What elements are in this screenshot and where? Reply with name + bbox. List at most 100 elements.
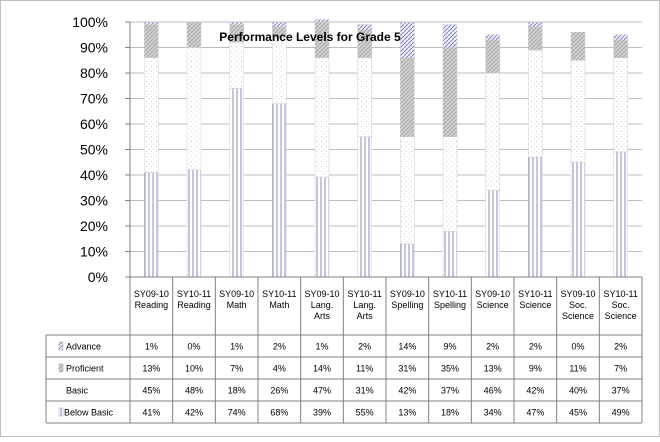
bar-basic xyxy=(485,72,500,191)
data-value-basic: 46% xyxy=(484,386,502,396)
data-value-below-basic: 49% xyxy=(612,408,630,418)
bar-below-basic xyxy=(272,103,287,278)
y-tick-label: 30% xyxy=(80,193,108,209)
category-label-line: SY09-10 xyxy=(390,289,425,299)
bar-below-basic xyxy=(314,177,330,278)
data-value-basic: 26% xyxy=(270,386,288,396)
data-value-basic: 45% xyxy=(142,386,160,396)
category-label-line: SY10-11 xyxy=(347,289,381,299)
category-label-line: Soc. xyxy=(612,300,630,310)
category-label-line: Math xyxy=(227,300,247,310)
bar-proficient xyxy=(400,57,415,137)
category-label: SY10-11 Reading xyxy=(177,289,211,310)
chart-title: Performance Levels for Grade 5 xyxy=(219,30,401,44)
bar-basic xyxy=(314,57,330,178)
data-value-proficient: 31% xyxy=(398,364,416,374)
category-label: SY09-10 Lang. Arts xyxy=(304,289,339,321)
category-label-line: Soc. xyxy=(569,300,587,310)
data-value-proficient: 35% xyxy=(441,364,459,374)
category-label-line: SY10-11 xyxy=(518,289,552,299)
data-value-advance: 1% xyxy=(145,342,158,352)
category-label-line: SY10-11 xyxy=(603,289,637,299)
data-value-proficient: 4% xyxy=(273,364,286,374)
bar-below-basic xyxy=(613,151,628,278)
bar-proficient xyxy=(442,47,458,137)
y-tick-label: 10% xyxy=(80,244,108,260)
data-value-below-basic: 39% xyxy=(313,408,331,418)
data-value-basic: 47% xyxy=(313,386,331,396)
data-value-below-basic: 13% xyxy=(398,408,416,418)
bar-below-basic xyxy=(485,190,500,278)
bar-advance xyxy=(528,21,543,28)
data-value-advance: 2% xyxy=(358,342,371,352)
category-label-line: SY09-10 xyxy=(134,289,169,299)
category-label: SY09-10 Spelling xyxy=(390,289,425,310)
bar-below-basic xyxy=(442,230,458,278)
category-label-line: Reading xyxy=(177,300,211,310)
category-label: SY09-10 Math xyxy=(219,289,254,310)
bar-below-basic xyxy=(357,136,372,278)
data-value-basic: 31% xyxy=(356,386,374,396)
data-value-proficient: 7% xyxy=(230,364,243,374)
bar-advance xyxy=(442,24,458,48)
bar-below-basic xyxy=(186,169,202,278)
category-label-line: Spelling xyxy=(434,300,466,310)
category-label-line: Reading xyxy=(135,300,169,310)
data-value-proficient: 11% xyxy=(356,364,373,374)
data-value-below-basic: 74% xyxy=(228,408,246,418)
legend-label-advance: Advance xyxy=(66,342,101,352)
data-value-below-basic: 18% xyxy=(441,408,459,418)
bar-basic xyxy=(613,57,628,153)
data-value-advance: 1% xyxy=(230,342,243,352)
y-tick-label: 70% xyxy=(80,91,108,107)
data-value-advance: 2% xyxy=(273,342,286,352)
data-value-basic: 18% xyxy=(228,386,246,396)
data-value-proficient: 13% xyxy=(142,364,160,374)
category-label-line: Science xyxy=(605,311,637,321)
data-value-below-basic: 45% xyxy=(569,408,587,418)
bar-proficient xyxy=(186,21,202,48)
category-label-line: SY09-10 xyxy=(560,289,595,299)
bar-basic xyxy=(442,136,458,232)
bar-advance xyxy=(144,21,159,25)
category-label-line: Science xyxy=(519,300,551,310)
category-label-line: Lang. xyxy=(353,300,376,310)
category-label-line: SY10-11 xyxy=(433,289,467,299)
bar-below-basic xyxy=(229,88,244,278)
category-label-line: SY09-10 xyxy=(475,289,510,299)
category-label-line: SY10-11 xyxy=(262,289,296,299)
category-label-line: Arts xyxy=(314,311,331,321)
data-value-proficient: 10% xyxy=(185,364,203,374)
bar-advance xyxy=(272,21,287,28)
data-value-basic: 40% xyxy=(569,386,587,396)
category-label: SY10-11 Lang. Arts xyxy=(347,289,381,321)
bar-proficient xyxy=(485,39,500,74)
data-value-advance: 9% xyxy=(443,342,456,352)
data-value-proficient: 11% xyxy=(569,364,586,374)
category-label-line: SY10-11 xyxy=(177,289,211,299)
category-label-line: SY09-10 xyxy=(219,289,254,299)
data-value-proficient: 13% xyxy=(484,364,502,374)
bar-basic xyxy=(144,57,159,173)
category-label-line: Math xyxy=(269,300,289,310)
data-value-advance: 14% xyxy=(398,342,416,352)
bar-below-basic xyxy=(400,243,415,278)
data-value-proficient: 14% xyxy=(313,364,331,374)
y-tick-label: 60% xyxy=(80,116,108,132)
bar-proficient xyxy=(528,26,543,51)
data-value-advance: 2% xyxy=(529,342,542,352)
category-label: SY10-11 Math xyxy=(262,289,296,310)
category-label: SY10-11 Soc. Science xyxy=(603,289,637,321)
data-value-basic: 42% xyxy=(526,386,544,396)
bar-proficient xyxy=(570,32,586,61)
bar-advance xyxy=(400,21,415,58)
bar-below-basic xyxy=(570,162,586,278)
category-label: SY10-11 Spelling xyxy=(433,289,467,310)
bar-below-basic xyxy=(144,172,159,278)
category-label: SY09-10 Reading xyxy=(134,289,169,310)
y-tick-label: 20% xyxy=(80,218,108,234)
y-tick-label: 50% xyxy=(80,142,108,158)
data-value-below-basic: 42% xyxy=(185,408,203,418)
